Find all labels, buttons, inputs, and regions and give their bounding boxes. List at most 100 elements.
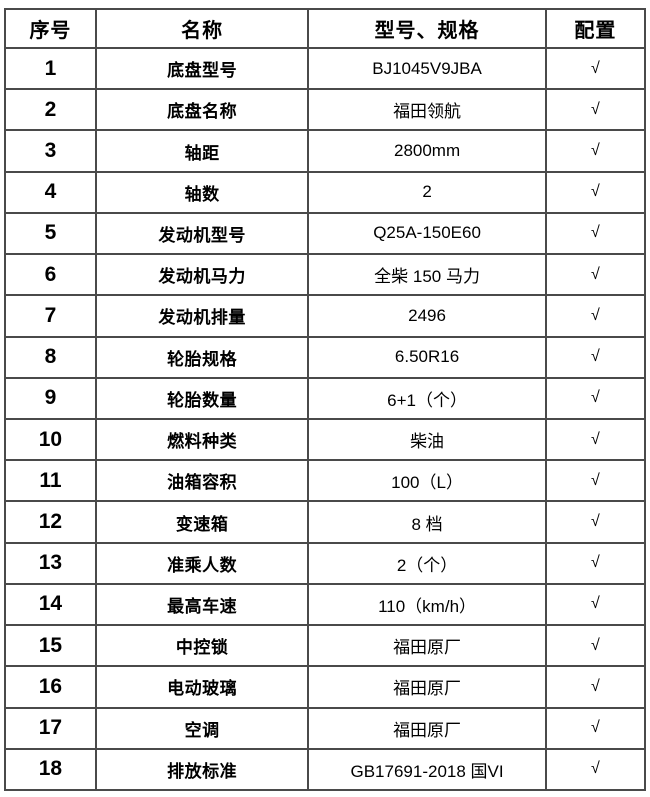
header-row: 序号 名称 型号、规格 配置 (4, 8, 647, 49)
check-mark-icon: √ (591, 719, 600, 737)
row-model-spec: 100（L） (307, 459, 547, 503)
row-config-cell: √ (544, 459, 647, 503)
row-serial-number: 8 (4, 335, 97, 379)
row-item-name: 排放标准 (94, 747, 310, 792)
row-item-name: 发动机马力 (94, 253, 310, 297)
row-config-cell: √ (544, 211, 647, 256)
table-row: 15 中控锁 福田原厂 √ (4, 624, 647, 668)
row-model-spec: 2 (307, 170, 547, 214)
row-item-name: 最高车速 (94, 582, 310, 627)
row-model-spec: 2800mm (307, 129, 547, 173)
header-model-spec: 型号、规格 (307, 8, 547, 49)
row-item-name: 中控锁 (94, 624, 310, 668)
row-serial-number: 3 (4, 129, 97, 173)
row-config-cell: √ (544, 747, 647, 792)
row-config-cell: √ (544, 665, 647, 709)
check-mark-icon: √ (591, 471, 600, 489)
row-serial-number: 2 (4, 88, 97, 132)
row-model-spec: Q25A-150E60 (307, 211, 547, 256)
check-mark-icon: √ (591, 636, 600, 654)
table-row: 6 发动机马力 全柴 150 马力 √ (4, 253, 647, 297)
row-item-name: 燃料种类 (94, 417, 310, 462)
row-serial-number: 14 (4, 582, 97, 627)
table-row: 9 轮胎数量 6+1（个） √ (4, 376, 647, 420)
row-model-spec: 2496 (307, 294, 547, 338)
row-serial-number: 16 (4, 665, 97, 709)
row-item-name: 准乘人数 (94, 541, 310, 585)
row-serial-number: 13 (4, 541, 97, 585)
row-model-spec: 柴油 (307, 417, 547, 462)
check-mark-icon: √ (591, 183, 600, 201)
row-item-name: 底盘名称 (94, 88, 310, 132)
check-mark-icon: √ (591, 265, 600, 283)
row-item-name: 变速箱 (94, 500, 310, 544)
row-item-name: 底盘型号 (94, 46, 310, 91)
check-mark-icon: √ (591, 430, 600, 448)
check-mark-icon: √ (591, 348, 600, 366)
table-row: 18 排放标准 GB17691-2018 国VI √ (4, 747, 647, 792)
row-item-name: 轴数 (94, 170, 310, 214)
row-config-cell: √ (544, 582, 647, 627)
row-model-spec: 福田原厂 (307, 706, 547, 750)
row-config-cell: √ (544, 129, 647, 173)
header-serial-number: 序号 (4, 8, 97, 49)
row-config-cell: √ (544, 46, 647, 91)
row-serial-number: 4 (4, 170, 97, 214)
row-config-cell: √ (544, 88, 647, 132)
table-row: 4 轴数 2 √ (4, 170, 647, 214)
row-serial-number: 1 (4, 46, 97, 91)
row-model-spec: 6.50R16 (307, 335, 547, 379)
row-model-spec: 2（个） (307, 541, 547, 585)
row-config-cell: √ (544, 170, 647, 214)
header-configuration: 配置 (544, 8, 647, 49)
row-item-name: 发动机排量 (94, 294, 310, 338)
row-config-cell: √ (544, 624, 647, 668)
row-model-spec: 福田原厂 (307, 665, 547, 709)
table-row: 14 最高车速 110（km/h） √ (4, 582, 647, 627)
row-item-name: 电动玻璃 (94, 665, 310, 709)
row-config-cell: √ (544, 541, 647, 585)
table-row: 5 发动机型号 Q25A-150E60 √ (4, 211, 647, 256)
row-serial-number: 5 (4, 211, 97, 256)
row-model-spec: 福田领航 (307, 88, 547, 132)
table-body: 1 底盘型号 BJ1045V9JBA √ 2 底盘名称 福田领航 √ 3 轴距 … (4, 46, 647, 792)
row-serial-number: 10 (4, 417, 97, 462)
check-mark-icon: √ (591, 513, 600, 531)
table-row: 3 轴距 2800mm √ (4, 129, 647, 173)
check-mark-icon: √ (591, 142, 600, 160)
check-mark-icon: √ (591, 100, 600, 118)
row-item-name: 轮胎数量 (94, 376, 310, 420)
row-config-cell: √ (544, 335, 647, 379)
table-row: 7 发动机排量 2496 √ (4, 294, 647, 338)
check-mark-icon: √ (591, 224, 600, 242)
row-config-cell: √ (544, 294, 647, 338)
check-mark-icon: √ (591, 59, 600, 77)
table-row: 13 准乘人数 2（个） √ (4, 541, 647, 585)
row-serial-number: 7 (4, 294, 97, 338)
table-header: 序号 名称 型号、规格 配置 (4, 8, 647, 49)
table-row: 1 底盘型号 BJ1045V9JBA √ (4, 46, 647, 91)
header-name: 名称 (94, 8, 310, 49)
table-row: 17 空调 福田原厂 √ (4, 706, 647, 750)
row-model-spec: 福田原厂 (307, 624, 547, 668)
row-model-spec: 6+1（个） (307, 376, 547, 420)
row-model-spec: 8 档 (307, 500, 547, 544)
check-mark-icon: √ (591, 595, 600, 613)
row-item-name: 油箱容积 (94, 459, 310, 503)
row-config-cell: √ (544, 706, 647, 750)
table-row: 10 燃料种类 柴油 √ (4, 417, 647, 462)
check-mark-icon: √ (591, 389, 600, 407)
row-serial-number: 11 (4, 459, 97, 503)
row-item-name: 空调 (94, 706, 310, 750)
check-mark-icon: √ (591, 306, 600, 324)
row-model-spec: BJ1045V9JBA (307, 46, 547, 91)
row-model-spec: 110（km/h） (307, 582, 547, 627)
row-serial-number: 6 (4, 253, 97, 297)
check-mark-icon: √ (591, 554, 600, 572)
row-item-name: 轴距 (94, 129, 310, 173)
row-serial-number: 12 (4, 500, 97, 544)
row-serial-number: 9 (4, 376, 97, 420)
table-row: 16 电动玻璃 福田原厂 √ (4, 665, 647, 709)
row-config-cell: √ (544, 376, 647, 420)
